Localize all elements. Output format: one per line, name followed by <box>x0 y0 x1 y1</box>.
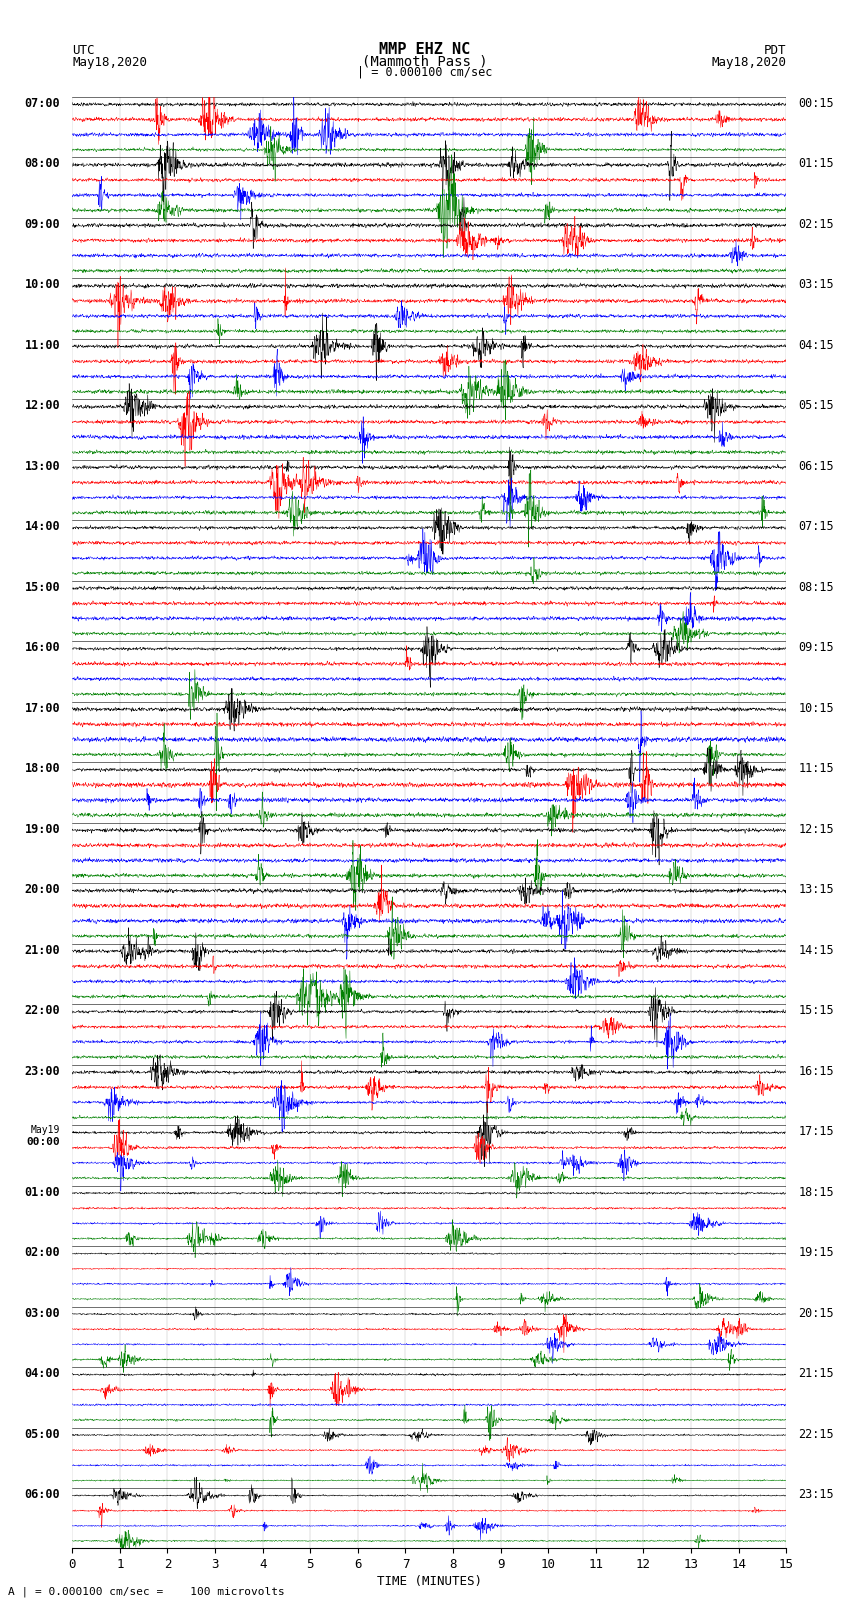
Text: 11:00: 11:00 <box>25 339 60 352</box>
Text: 13:15: 13:15 <box>798 884 834 897</box>
Text: 16:00: 16:00 <box>25 642 60 655</box>
Text: | = 0.000100 cm/sec: | = 0.000100 cm/sec <box>357 65 493 77</box>
Text: 16:15: 16:15 <box>798 1065 834 1077</box>
Text: 13:00: 13:00 <box>25 460 60 473</box>
Text: 18:00: 18:00 <box>25 763 60 776</box>
Text: 08:15: 08:15 <box>798 581 834 594</box>
Text: 02:00: 02:00 <box>25 1245 60 1260</box>
Text: 15:00: 15:00 <box>25 581 60 594</box>
Text: 22:00: 22:00 <box>25 1003 60 1018</box>
Text: May19: May19 <box>31 1126 60 1136</box>
Text: UTC: UTC <box>72 44 94 58</box>
Text: 02:15: 02:15 <box>798 218 834 231</box>
Text: 00:15: 00:15 <box>798 97 834 110</box>
Text: 05:15: 05:15 <box>798 400 834 413</box>
Text: 04:00: 04:00 <box>25 1368 60 1381</box>
Text: 07:15: 07:15 <box>798 521 834 534</box>
Text: (Mammoth Pass ): (Mammoth Pass ) <box>362 55 488 69</box>
Text: 22:15: 22:15 <box>798 1428 834 1440</box>
Text: 15:15: 15:15 <box>798 1003 834 1018</box>
Text: 10:15: 10:15 <box>798 702 834 715</box>
Text: 03:00: 03:00 <box>25 1307 60 1319</box>
Text: 10:00: 10:00 <box>25 279 60 292</box>
Text: 09:00: 09:00 <box>25 218 60 231</box>
Text: 04:15: 04:15 <box>798 339 834 352</box>
Text: 12:00: 12:00 <box>25 400 60 413</box>
Text: 09:15: 09:15 <box>798 642 834 655</box>
Text: 20:15: 20:15 <box>798 1307 834 1319</box>
Text: 14:00: 14:00 <box>25 521 60 534</box>
Text: 19:00: 19:00 <box>25 823 60 836</box>
Text: 11:15: 11:15 <box>798 763 834 776</box>
Text: 05:00: 05:00 <box>25 1428 60 1440</box>
Text: MMP EHZ NC: MMP EHZ NC <box>379 42 471 58</box>
Text: 00:00: 00:00 <box>26 1137 60 1147</box>
Text: 06:00: 06:00 <box>25 1487 60 1502</box>
Text: 08:00: 08:00 <box>25 158 60 171</box>
Text: 01:15: 01:15 <box>798 158 834 171</box>
Text: 12:15: 12:15 <box>798 823 834 836</box>
Text: 14:15: 14:15 <box>798 944 834 957</box>
Text: A | = 0.000100 cm/sec =    100 microvolts: A | = 0.000100 cm/sec = 100 microvolts <box>8 1586 286 1597</box>
Text: May18,2020: May18,2020 <box>72 56 147 69</box>
Text: 01:00: 01:00 <box>25 1186 60 1198</box>
Text: 23:15: 23:15 <box>798 1487 834 1502</box>
Text: 17:00: 17:00 <box>25 702 60 715</box>
Text: 20:00: 20:00 <box>25 884 60 897</box>
Text: 23:00: 23:00 <box>25 1065 60 1077</box>
Text: 17:15: 17:15 <box>798 1126 834 1139</box>
Text: May18,2020: May18,2020 <box>711 56 786 69</box>
Text: 03:15: 03:15 <box>798 279 834 292</box>
Text: 07:00: 07:00 <box>25 97 60 110</box>
Text: 18:15: 18:15 <box>798 1186 834 1198</box>
X-axis label: TIME (MINUTES): TIME (MINUTES) <box>377 1576 482 1589</box>
Text: 21:00: 21:00 <box>25 944 60 957</box>
Text: 06:15: 06:15 <box>798 460 834 473</box>
Text: PDT: PDT <box>764 44 786 58</box>
Text: 19:15: 19:15 <box>798 1245 834 1260</box>
Text: 21:15: 21:15 <box>798 1368 834 1381</box>
